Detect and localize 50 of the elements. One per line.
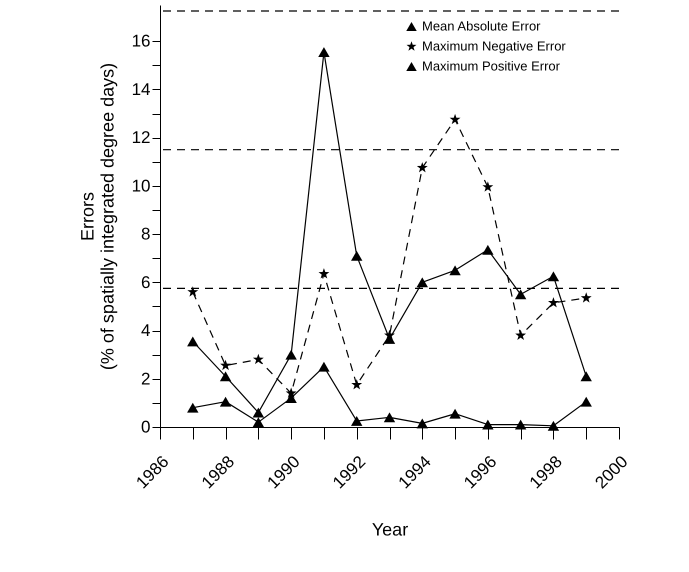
- y-tick-label: 16: [132, 32, 150, 51]
- y-tick-label: 10: [132, 176, 150, 196]
- point: [318, 362, 330, 372]
- point: [286, 388, 297, 398]
- point: [351, 379, 362, 390]
- point: [449, 408, 461, 419]
- y-tick-label: 12: [132, 128, 150, 148]
- point: [548, 271, 560, 282]
- point: [220, 371, 232, 382]
- point: [318, 47, 330, 57]
- point: [220, 360, 231, 370]
- point: [482, 420, 494, 430]
- point: [580, 396, 592, 407]
- point: [220, 396, 232, 407]
- point: [482, 244, 494, 255]
- point: [187, 336, 198, 346]
- legend-label: Maximum Negative Error: [422, 38, 566, 54]
- point: [416, 162, 428, 172]
- y-tick-label: 2: [141, 369, 150, 388]
- point: [580, 371, 592, 382]
- point: [252, 354, 264, 364]
- y-tick-label: 6: [141, 272, 150, 292]
- legend-label: Mean Absolute Error: [422, 18, 542, 34]
- point: [351, 250, 362, 261]
- point: [416, 418, 428, 428]
- point: [416, 277, 428, 288]
- point: [252, 408, 264, 418]
- point: [450, 114, 460, 124]
- y-tick-label: 0: [141, 418, 150, 436]
- point: [515, 330, 526, 340]
- point: [187, 402, 198, 413]
- point: [482, 181, 494, 192]
- point: [449, 265, 461, 276]
- point: [318, 268, 330, 278]
- point: [187, 286, 198, 297]
- point: [548, 420, 560, 431]
- point: [580, 292, 592, 303]
- x-axis-title: Year: [372, 520, 408, 540]
- point: [351, 416, 362, 426]
- y-tick-label: 8: [141, 224, 150, 244]
- point: [252, 417, 264, 428]
- point: [514, 420, 526, 430]
- y-axis-title: Errors (% of spatially integrated degree days): [78, 62, 118, 370]
- legend-label: Maximum Positive Error: [422, 58, 561, 74]
- point: [514, 289, 526, 300]
- point: [285, 350, 297, 360]
- point: [384, 412, 396, 422]
- y-tick-label: 4: [141, 321, 150, 340]
- point: [548, 297, 559, 308]
- y-tick-label: 14: [132, 80, 150, 99]
